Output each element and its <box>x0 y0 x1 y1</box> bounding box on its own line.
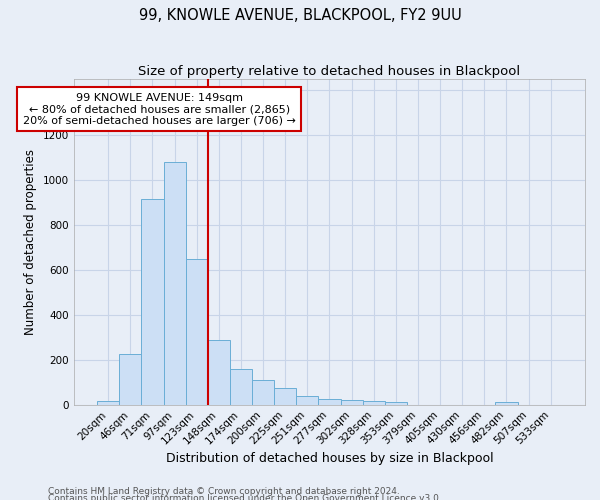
Bar <box>185 259 208 404</box>
Y-axis label: Number of detached properties: Number of detached properties <box>24 149 37 335</box>
X-axis label: Distribution of detached houses by size in Blackpool: Distribution of detached houses by size … <box>166 452 493 465</box>
Bar <box>341 400 362 404</box>
Bar <box>208 340 230 404</box>
Bar <box>362 400 385 404</box>
Bar <box>319 398 341 404</box>
Bar <box>252 380 274 404</box>
Bar <box>97 400 119 404</box>
Title: Size of property relative to detached houses in Blackpool: Size of property relative to detached ho… <box>139 65 521 78</box>
Bar <box>230 369 252 404</box>
Text: 99, KNOWLE AVENUE, BLACKPOOL, FY2 9UU: 99, KNOWLE AVENUE, BLACKPOOL, FY2 9UU <box>139 8 461 22</box>
Bar <box>164 162 185 404</box>
Text: 99 KNOWLE AVENUE: 149sqm
← 80% of detached houses are smaller (2,865)
20% of sem: 99 KNOWLE AVENUE: 149sqm ← 80% of detach… <box>23 92 296 126</box>
Bar <box>385 402 407 404</box>
Text: Contains HM Land Registry data © Crown copyright and database right 2024.: Contains HM Land Registry data © Crown c… <box>48 487 400 496</box>
Text: Contains public sector information licensed under the Open Government Licence v3: Contains public sector information licen… <box>48 494 442 500</box>
Bar <box>274 388 296 404</box>
Bar <box>142 200 164 404</box>
Bar <box>296 396 319 404</box>
Bar <box>496 402 518 404</box>
Bar <box>119 354 142 405</box>
